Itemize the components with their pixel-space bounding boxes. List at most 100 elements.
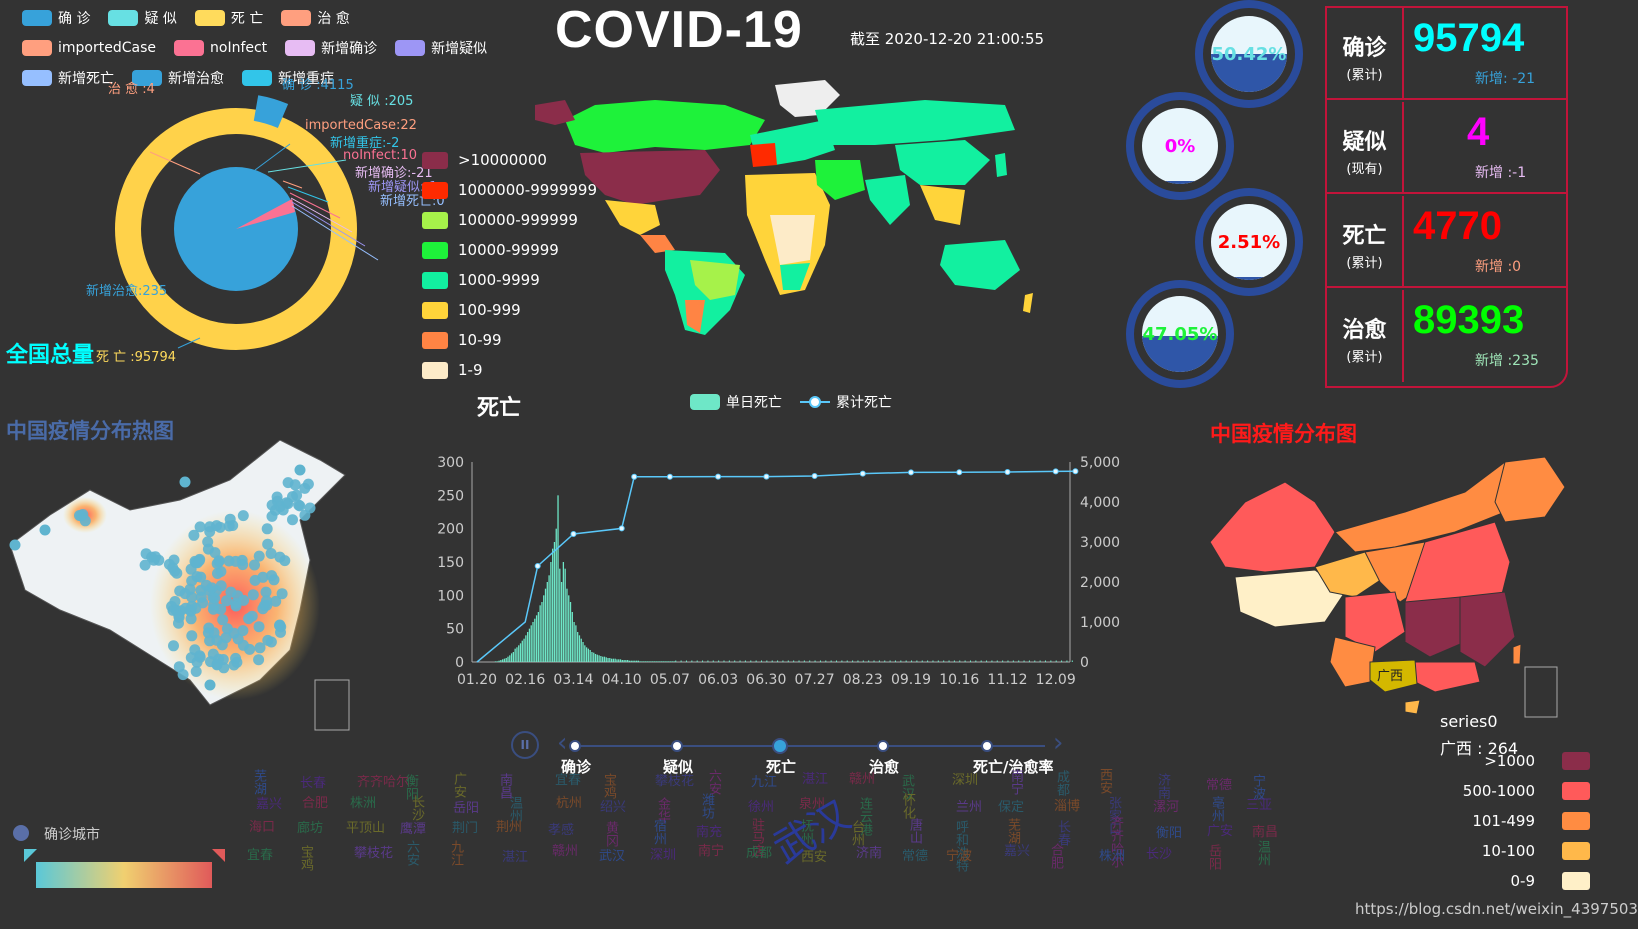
daily-bar[interactable] xyxy=(550,562,552,662)
daily-bar[interactable] xyxy=(618,659,620,662)
heat-visualmap-handle-right[interactable] xyxy=(212,849,225,862)
daily-bar[interactable] xyxy=(664,661,666,662)
daily-bar[interactable] xyxy=(996,660,998,663)
china-map-legend-item[interactable]: 101-499 xyxy=(1440,812,1590,830)
daily-bar[interactable] xyxy=(1023,660,1025,663)
daily-bar[interactable] xyxy=(911,660,913,663)
heat-dot[interactable] xyxy=(39,524,51,536)
heat-dot[interactable] xyxy=(180,602,192,614)
daily-bar[interactable] xyxy=(610,658,613,662)
daily-bar[interactable] xyxy=(568,595,570,662)
daily-bar[interactable] xyxy=(1018,660,1020,663)
heat-dot[interactable] xyxy=(168,640,179,652)
daily-bar[interactable] xyxy=(1002,660,1004,663)
heat-dot[interactable] xyxy=(266,510,278,522)
daily-bar[interactable] xyxy=(916,660,918,663)
heat-dot[interactable] xyxy=(237,510,249,522)
heat-dot[interactable] xyxy=(243,613,255,625)
daily-bar[interactable] xyxy=(614,658,616,662)
word-cloud-word[interactable]: 广安 xyxy=(451,772,466,798)
word-cloud-word[interactable]: 株洲 xyxy=(350,796,377,811)
word-cloud-word[interactable]: 株洲 xyxy=(1099,849,1126,864)
word-cloud-word[interactable]: 保定 xyxy=(998,800,1025,815)
heat-dot[interactable] xyxy=(173,617,184,629)
heat-dot[interactable] xyxy=(238,594,250,606)
cumulative-point[interactable] xyxy=(908,469,914,476)
cumulative-point[interactable] xyxy=(1052,468,1059,475)
daily-bar[interactable] xyxy=(589,650,591,662)
heat-dot[interactable] xyxy=(249,559,260,571)
donut-legend-item[interactable]: 死 亡 xyxy=(194,8,263,28)
heat-dot[interactable] xyxy=(302,478,314,490)
cumulative-point[interactable] xyxy=(956,469,963,476)
daily-bar[interactable] xyxy=(498,660,500,662)
daily-bar[interactable] xyxy=(503,658,506,662)
heat-dot[interactable] xyxy=(217,614,229,626)
daily-bar[interactable] xyxy=(600,656,602,662)
word-cloud-word[interactable]: 嘉兴 xyxy=(1004,844,1031,859)
word-cloud-word[interactable]: 淄博 xyxy=(1054,799,1081,814)
daily-bar[interactable] xyxy=(587,648,590,662)
daily-bar[interactable] xyxy=(691,660,693,663)
daily-bar[interactable] xyxy=(496,661,498,662)
daily-bar[interactable] xyxy=(541,602,543,662)
donut-legend-item[interactable]: 新增确诊 xyxy=(285,38,377,58)
daily-bar[interactable] xyxy=(518,645,520,662)
donut-legend-item[interactable]: 新增治愈 xyxy=(132,68,224,88)
daily-bar[interactable] xyxy=(621,660,623,662)
heat-dot[interactable] xyxy=(271,491,283,503)
daily-bar[interactable] xyxy=(521,640,523,662)
daily-bar[interactable] xyxy=(953,660,955,663)
daily-bar[interactable] xyxy=(675,660,677,663)
word-cloud-word[interactable]: 湛江 xyxy=(502,850,529,865)
daily-bar[interactable] xyxy=(836,660,838,663)
heat-dot[interactable] xyxy=(9,539,21,551)
word-cloud-word[interactable]: 亳州 xyxy=(1209,796,1224,822)
word-cloud-word[interactable]: 常德 xyxy=(902,849,929,864)
daily-bar[interactable] xyxy=(644,661,647,662)
daily-bar[interactable] xyxy=(723,660,725,663)
daily-bar[interactable] xyxy=(577,632,579,662)
word-cloud-word[interactable]: 六安 xyxy=(404,840,419,866)
timeline-node[interactable] xyxy=(569,740,581,752)
daily-bar[interactable] xyxy=(712,660,714,663)
daily-bar[interactable] xyxy=(627,660,629,662)
daily-bar[interactable] xyxy=(509,655,511,662)
word-cloud-word[interactable]: 潍坊 xyxy=(699,793,714,819)
heat-dot[interactable] xyxy=(185,652,197,664)
timeline-play-button[interactable]: II xyxy=(511,731,539,759)
world-legend-item[interactable]: >10000000 xyxy=(422,151,547,169)
daily-bar[interactable] xyxy=(659,661,661,662)
daily-bar[interactable] xyxy=(1028,660,1030,663)
daily-bar[interactable] xyxy=(660,661,663,662)
daily-bar[interactable] xyxy=(744,660,746,663)
legend-cumulative[interactable]: 累计死亡 xyxy=(800,392,892,412)
heat-dot[interactable] xyxy=(212,568,223,579)
timeline-prev-button[interactable]: ‹ xyxy=(557,728,568,758)
daily-bar[interactable] xyxy=(616,659,618,662)
daily-bar[interactable] xyxy=(512,652,515,662)
daily-bar[interactable] xyxy=(643,661,645,662)
cumulative-line[interactable] xyxy=(476,470,1076,663)
daily-bar[interactable] xyxy=(575,625,577,662)
daily-bar[interactable] xyxy=(566,588,568,662)
daily-bar[interactable] xyxy=(510,653,513,662)
daily-bar[interactable] xyxy=(685,660,687,663)
word-cloud-word[interactable]: 鹰潭 xyxy=(400,822,427,837)
word-cloud-word[interactable]: 成都 xyxy=(1054,770,1069,796)
timeline-label[interactable]: 死亡 xyxy=(766,758,797,776)
heat-dot[interactable] xyxy=(202,543,214,555)
daily-bar[interactable] xyxy=(878,660,880,663)
daily-bar[interactable] xyxy=(959,660,961,663)
heat-dot[interactable] xyxy=(211,634,223,646)
daily-bar[interactable] xyxy=(559,568,561,662)
china-heat-map[interactable] xyxy=(0,440,380,750)
daily-bar[interactable] xyxy=(1039,660,1041,663)
daily-bar[interactable] xyxy=(671,661,673,662)
heat-dot[interactable] xyxy=(140,548,152,560)
daily-bar[interactable] xyxy=(1066,660,1068,663)
daily-bar[interactable] xyxy=(634,660,636,662)
daily-bar[interactable] xyxy=(596,654,598,662)
word-cloud-word[interactable]: 宜春 xyxy=(247,848,274,863)
donut-legend-item[interactable]: importedCase xyxy=(22,38,156,58)
